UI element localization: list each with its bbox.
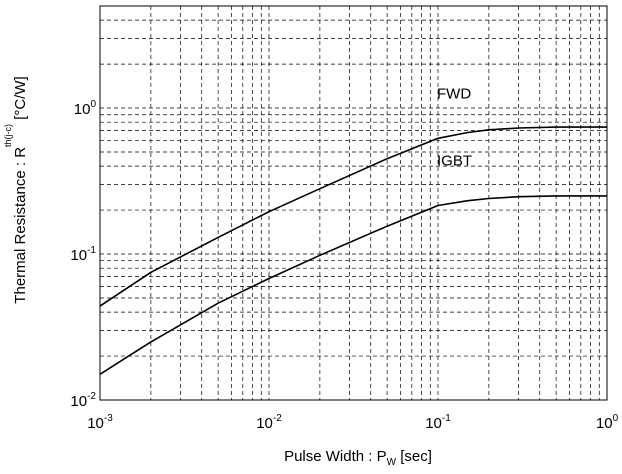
y-tick-label: 10-1 <box>70 245 96 264</box>
series-label-fwd: FWD <box>437 85 471 102</box>
x-tick-label: 10-3 <box>87 413 113 432</box>
plot-frame <box>99 5 608 401</box>
y-tick-label: 10-2 <box>70 391 96 410</box>
grid <box>100 6 607 400</box>
y-axis-label-main: Thermal Resistance : R <box>12 147 29 304</box>
x-axis-label-sub: W <box>387 457 397 468</box>
series-label-igbt: IGBT <box>437 152 472 169</box>
x-tick-label: 100 <box>596 413 619 432</box>
y-axis-label: Thermal Resistance : Rth(j-c) [°C/W] <box>3 76 29 303</box>
x-tick-label: 10-1 <box>425 413 451 432</box>
y-axis-label-sub: th(j-c) <box>3 124 13 147</box>
series-line-igbt <box>99 195 607 375</box>
series-line-fwd <box>99 126 607 307</box>
x-tick-labels: 10-3 10-2 10-1 100 <box>87 413 618 432</box>
x-axis-label: Pulse Width : PW [sec] <box>284 448 432 468</box>
y-tick-label: 100 <box>74 99 97 118</box>
x-axis-label-unit: [sec] <box>396 448 432 465</box>
y-tick-labels: 10-2 10-1 100 <box>70 99 96 410</box>
series-labels: FWD IGBT <box>437 85 472 169</box>
x-tick-label: 10-2 <box>256 413 282 432</box>
y-axis-label-unit: [°C/W] <box>12 76 29 124</box>
x-axis-label-main: Pulse Width : P <box>284 448 387 465</box>
series-layer <box>99 126 607 375</box>
